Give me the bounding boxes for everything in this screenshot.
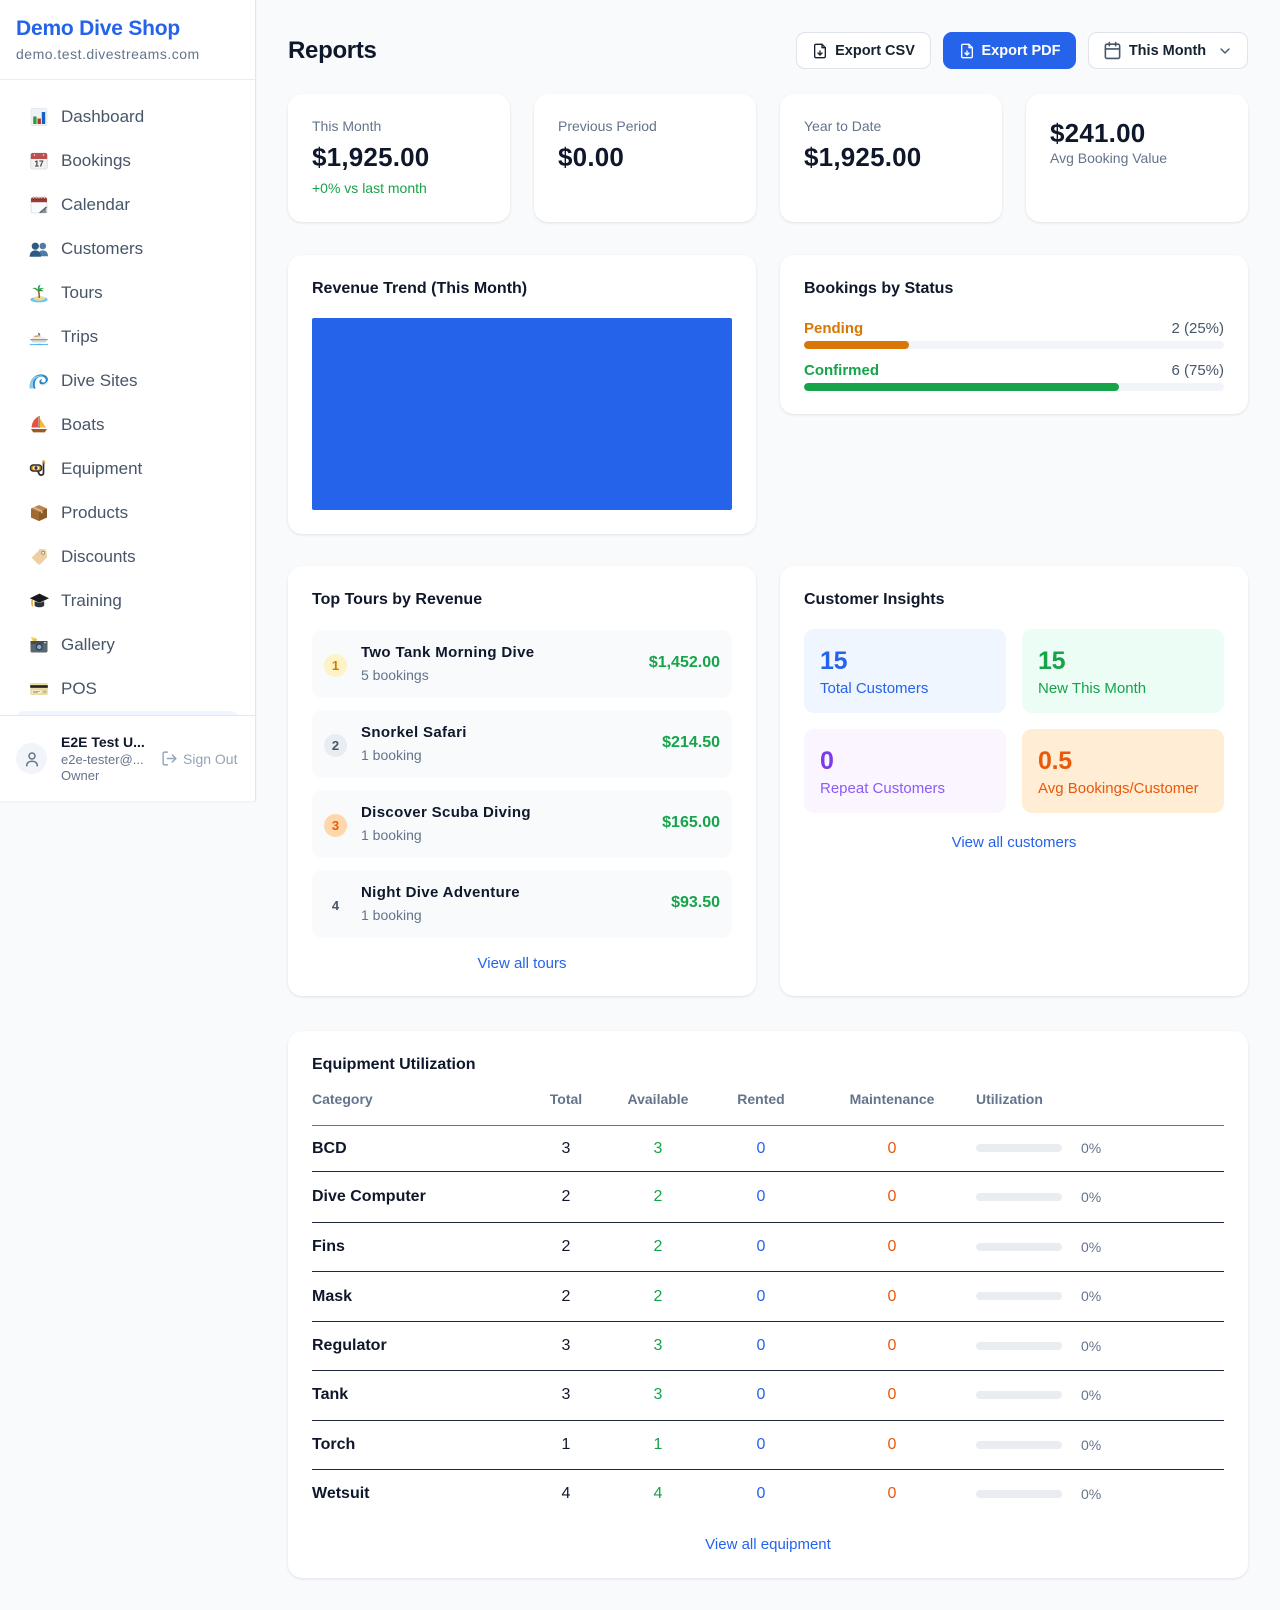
svg-text:17: 17 — [34, 159, 44, 169]
